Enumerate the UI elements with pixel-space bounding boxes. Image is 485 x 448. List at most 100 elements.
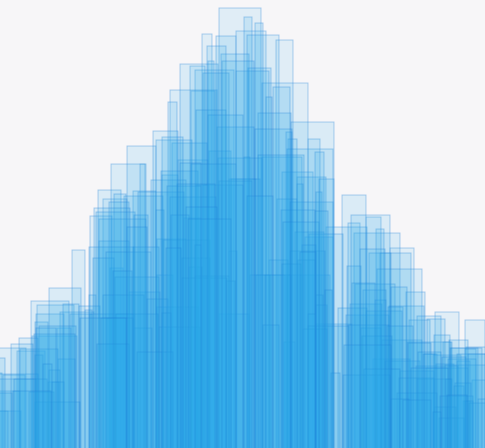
bar <box>318 178 335 448</box>
bar <box>165 247 182 448</box>
bar <box>98 218 147 448</box>
bar <box>100 317 134 448</box>
bar <box>133 214 149 448</box>
bar <box>0 373 39 448</box>
bar <box>343 344 392 448</box>
bar <box>179 63 219 448</box>
bar <box>106 317 115 448</box>
bar <box>114 276 160 448</box>
bar <box>123 195 164 448</box>
bar <box>62 303 80 448</box>
bar <box>109 267 124 448</box>
bar <box>268 259 289 448</box>
bar <box>477 398 485 448</box>
bar <box>350 214 391 448</box>
bar <box>98 240 130 448</box>
bar <box>0 390 21 448</box>
bar <box>183 217 202 448</box>
bar <box>12 390 52 448</box>
bar <box>243 156 251 448</box>
bar <box>462 400 471 448</box>
bar <box>190 90 216 448</box>
bar <box>347 222 361 448</box>
bar <box>375 228 385 448</box>
bar <box>243 16 253 448</box>
bar <box>390 398 410 448</box>
bar <box>19 348 59 448</box>
bar <box>146 298 169 448</box>
bar <box>408 319 431 448</box>
bar <box>315 323 353 448</box>
bar <box>221 60 255 448</box>
bar <box>0 372 3 448</box>
bar <box>304 236 334 448</box>
bar <box>139 163 147 448</box>
bar <box>434 311 460 448</box>
bar <box>257 112 292 448</box>
bar <box>189 65 206 448</box>
bar <box>95 211 136 448</box>
bar <box>88 246 135 448</box>
bar <box>201 33 213 448</box>
bar <box>208 150 232 448</box>
bar <box>0 357 6 448</box>
bar <box>0 410 9 448</box>
bar <box>246 195 274 448</box>
bar <box>346 265 362 448</box>
bar <box>446 394 468 448</box>
bar <box>194 244 202 448</box>
bar <box>0 410 22 448</box>
bar <box>442 341 453 448</box>
bar <box>349 303 383 448</box>
bar <box>34 354 44 448</box>
bar <box>181 277 228 448</box>
bar <box>407 342 432 448</box>
bar <box>386 325 414 448</box>
bar <box>285 131 293 448</box>
bar <box>294 231 325 448</box>
bar <box>92 257 115 448</box>
bar <box>297 259 316 448</box>
bar <box>225 280 236 448</box>
bar <box>345 314 390 448</box>
bar <box>296 183 304 448</box>
bar <box>365 216 382 448</box>
bar <box>133 327 153 448</box>
bar <box>374 299 387 448</box>
bar <box>425 367 469 448</box>
bar <box>456 360 471 448</box>
bar <box>247 67 272 448</box>
bar <box>398 377 435 448</box>
bar <box>359 248 386 448</box>
bar <box>202 72 230 448</box>
bar <box>217 157 263 448</box>
bar <box>96 343 130 448</box>
bar <box>89 313 135 448</box>
bar <box>275 39 294 448</box>
bar <box>283 341 296 448</box>
bar <box>13 378 48 448</box>
bar <box>215 35 237 448</box>
bar <box>113 193 127 448</box>
bar <box>220 53 250 448</box>
bar <box>161 136 184 448</box>
bar <box>185 206 218 448</box>
bar <box>445 378 453 448</box>
bar <box>169 196 217 448</box>
bar <box>402 399 432 448</box>
bar <box>315 294 324 448</box>
bar <box>38 325 77 448</box>
bar <box>30 300 70 448</box>
bar <box>390 286 408 448</box>
bar <box>218 7 262 448</box>
bar <box>307 138 321 448</box>
bar <box>454 382 472 448</box>
bar <box>179 162 202 448</box>
bar <box>161 312 172 448</box>
bar <box>354 283 396 448</box>
bar <box>282 221 320 448</box>
bar <box>384 360 421 448</box>
bar <box>467 353 485 448</box>
